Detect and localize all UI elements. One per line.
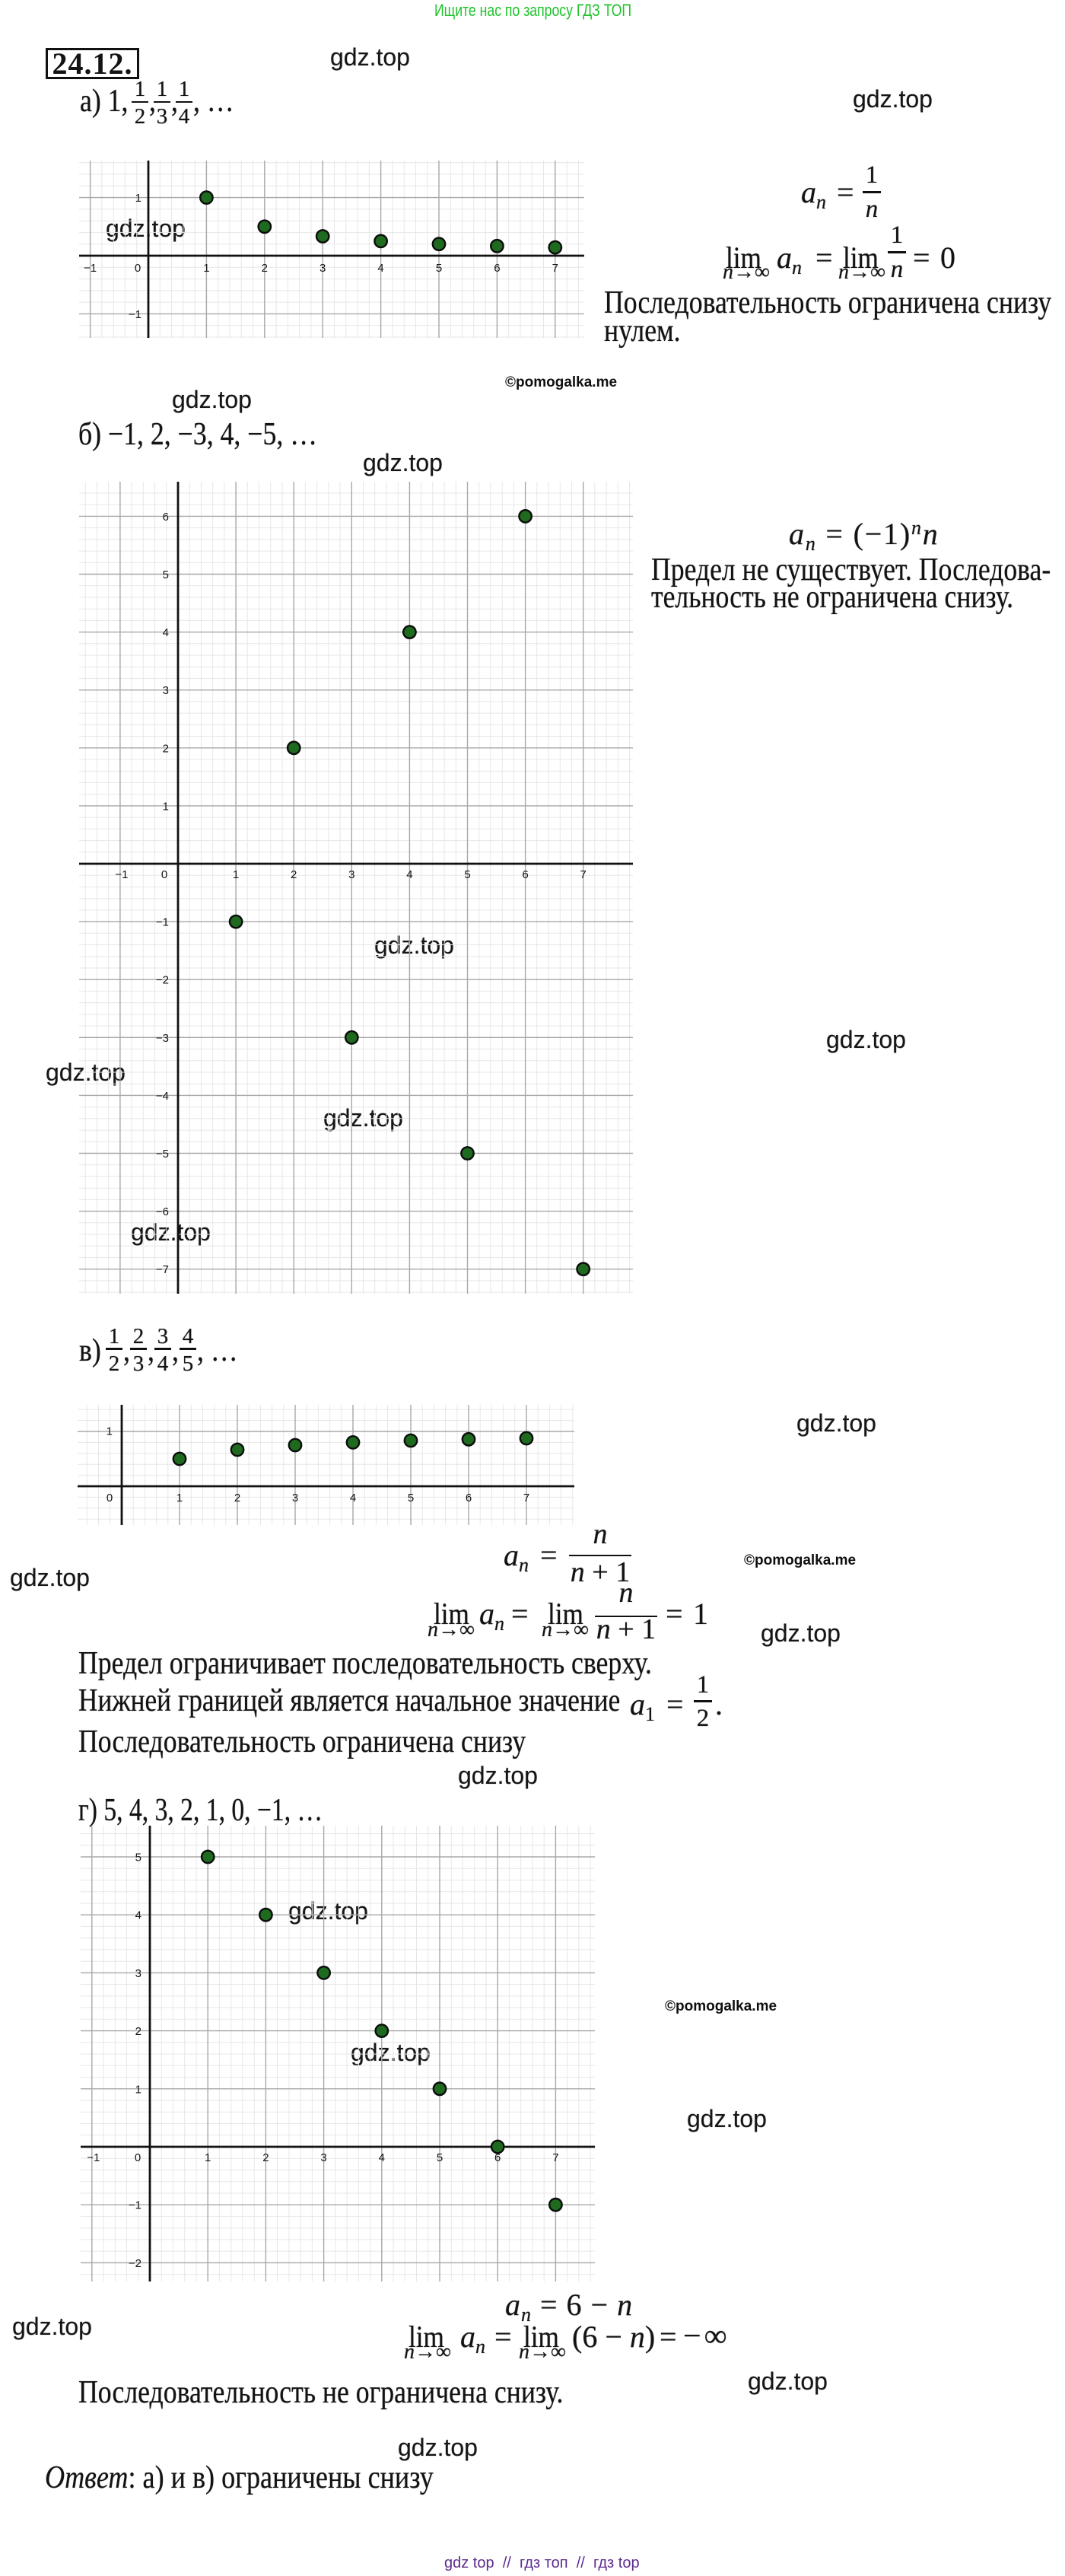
svg-text:2: 2 — [135, 2025, 141, 2038]
svg-text:−1: −1 — [129, 2199, 141, 2212]
svg-text:−6: −6 — [156, 1205, 169, 1218]
svg-text:7: 7 — [552, 262, 558, 275]
svg-text:5: 5 — [408, 1492, 414, 1505]
svg-text:−1: −1 — [156, 916, 169, 929]
svg-text:0: 0 — [135, 2151, 141, 2164]
svg-text:4: 4 — [350, 1492, 356, 1505]
svg-text:6: 6 — [494, 2151, 501, 2164]
svg-text:1: 1 — [106, 1425, 113, 1438]
svg-text:−1: −1 — [129, 308, 141, 321]
svg-text:3: 3 — [292, 1492, 298, 1505]
svg-text:−2: −2 — [156, 974, 169, 987]
svg-text:4: 4 — [406, 868, 412, 881]
svg-text:−4: −4 — [156, 1090, 169, 1103]
svg-text:7: 7 — [523, 1492, 529, 1505]
svg-text:2: 2 — [234, 1492, 240, 1505]
svg-text:−1: −1 — [115, 868, 128, 881]
svg-text:−3: −3 — [156, 1032, 169, 1045]
svg-text:2: 2 — [163, 742, 169, 755]
svg-text:1: 1 — [135, 192, 141, 205]
svg-text:1: 1 — [205, 2151, 211, 2164]
svg-text:4: 4 — [379, 2151, 385, 2164]
svg-text:0: 0 — [106, 1492, 113, 1505]
svg-text:3: 3 — [320, 2151, 326, 2164]
svg-text:2: 2 — [262, 262, 268, 275]
svg-text:1: 1 — [176, 1492, 183, 1505]
svg-text:5: 5 — [436, 262, 442, 275]
svg-text:1: 1 — [163, 800, 169, 813]
svg-text:6: 6 — [466, 1492, 472, 1505]
svg-text:5: 5 — [135, 1852, 141, 1864]
svg-text:3: 3 — [135, 1967, 141, 1980]
svg-text:−1: −1 — [87, 2151, 100, 2164]
svg-text:1: 1 — [233, 868, 239, 881]
svg-text:4: 4 — [135, 1909, 141, 1922]
svg-text:5: 5 — [437, 2151, 443, 2164]
svg-text:4: 4 — [163, 626, 169, 639]
svg-text:3: 3 — [163, 684, 169, 697]
svg-text:1: 1 — [203, 262, 209, 275]
svg-text:4: 4 — [377, 262, 383, 275]
svg-text:6: 6 — [494, 262, 500, 275]
svg-text:7: 7 — [552, 2151, 558, 2164]
svg-text:3: 3 — [320, 262, 326, 275]
svg-text:−1: −1 — [84, 262, 97, 275]
svg-text:5: 5 — [163, 568, 169, 581]
svg-text:2: 2 — [262, 2151, 269, 2164]
svg-text:6: 6 — [163, 511, 169, 524]
svg-text:3: 3 — [348, 868, 354, 881]
svg-text:−5: −5 — [156, 1148, 169, 1161]
svg-text:−7: −7 — [156, 1263, 169, 1276]
svg-text:1: 1 — [135, 2083, 141, 2096]
svg-text:7: 7 — [580, 868, 587, 881]
svg-text:6: 6 — [522, 868, 528, 881]
svg-text:0: 0 — [135, 262, 141, 275]
svg-text:−2: −2 — [129, 2257, 141, 2270]
svg-text:2: 2 — [291, 868, 297, 881]
svg-text:5: 5 — [464, 868, 470, 881]
svg-text:0: 0 — [161, 868, 167, 881]
